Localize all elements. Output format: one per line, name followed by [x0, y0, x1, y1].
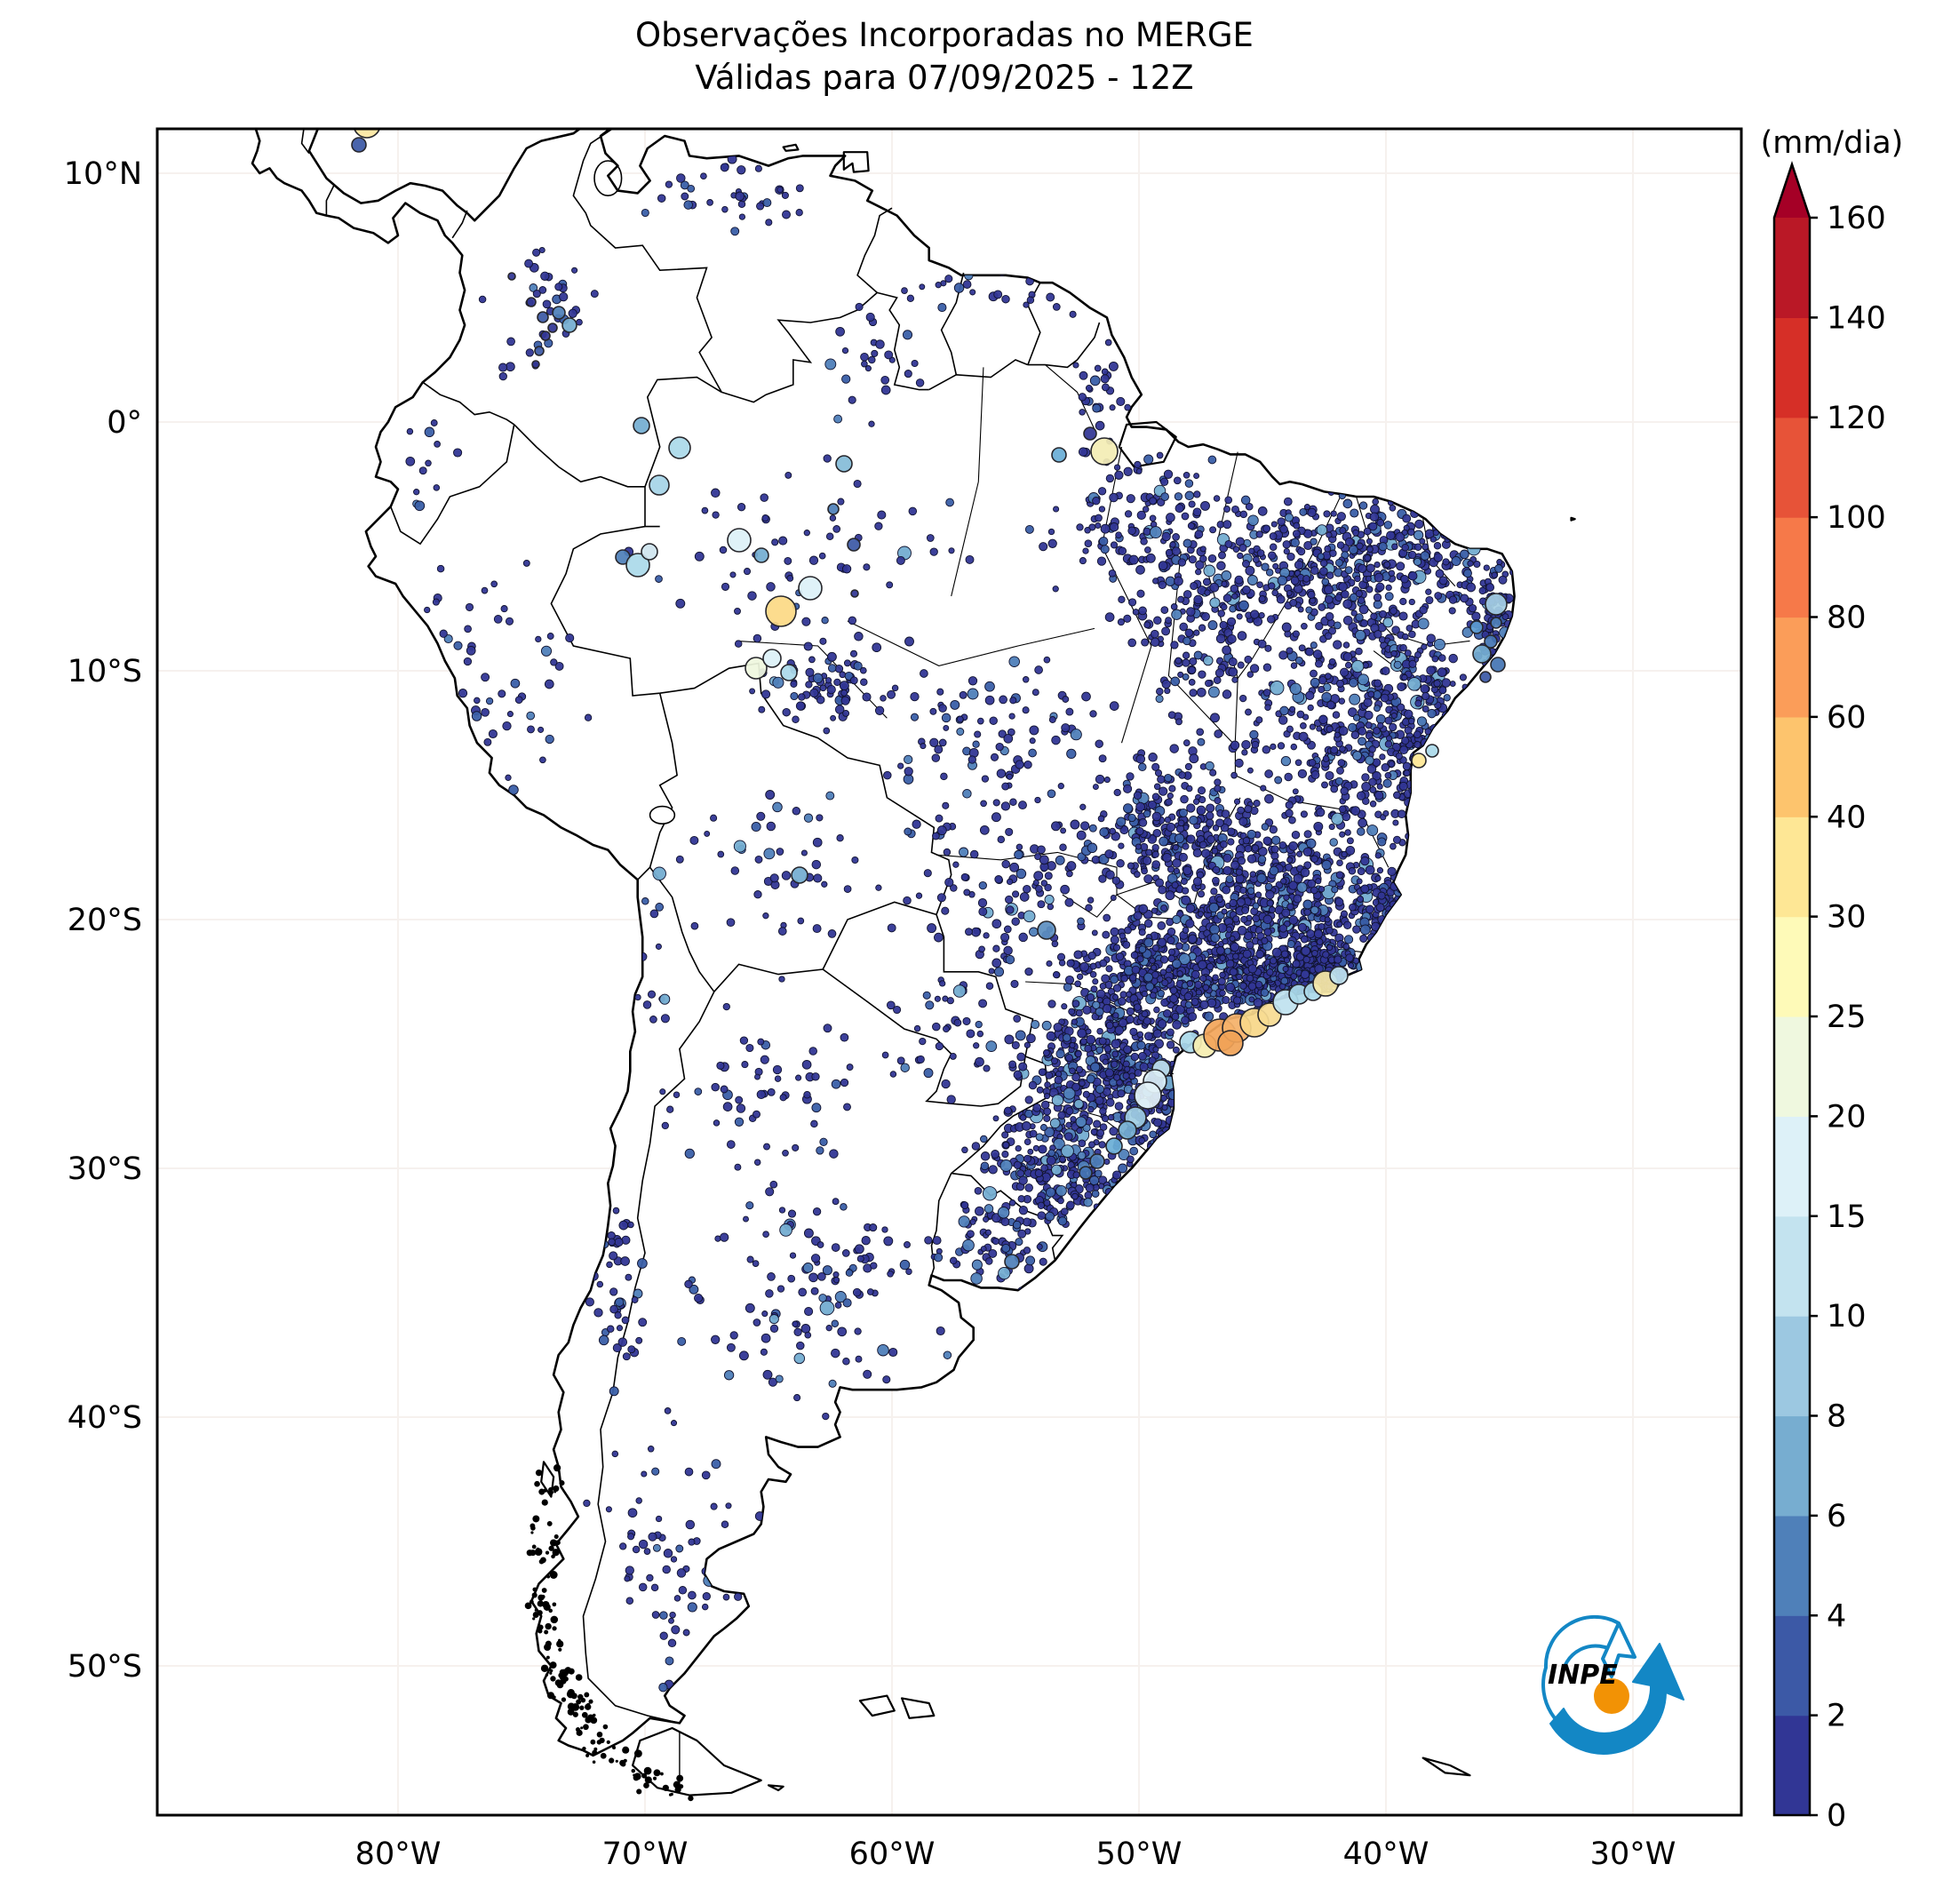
- large-observation-markers: [351, 129, 1508, 1270]
- colorbar-over-arrow: [1774, 164, 1810, 218]
- chilean-fjords: [524, 1464, 694, 1802]
- y-axis-labels: 10°N0°10°S20°S30°S40°S50°S: [64, 156, 142, 1685]
- coastline: [251, 129, 1516, 1757]
- inpe-logo: INPE: [1541, 1614, 1684, 1755]
- colorbar-unit-label: (mm/dia): [1761, 125, 1904, 161]
- plot-frame: [155, 127, 1743, 1817]
- plot-title: Observações Incorporadas no MERGE: [635, 16, 1254, 54]
- colorbar-bins: [1774, 218, 1810, 1816]
- plot-subtitle: Válidas para 07/09/2025 - 12Z: [695, 59, 1193, 97]
- colorbar-outline: [1772, 161, 1812, 1817]
- x-axis-labels: 80°W 70°W 60°W 50°W 40°W 30°W: [355, 1836, 1676, 1872]
